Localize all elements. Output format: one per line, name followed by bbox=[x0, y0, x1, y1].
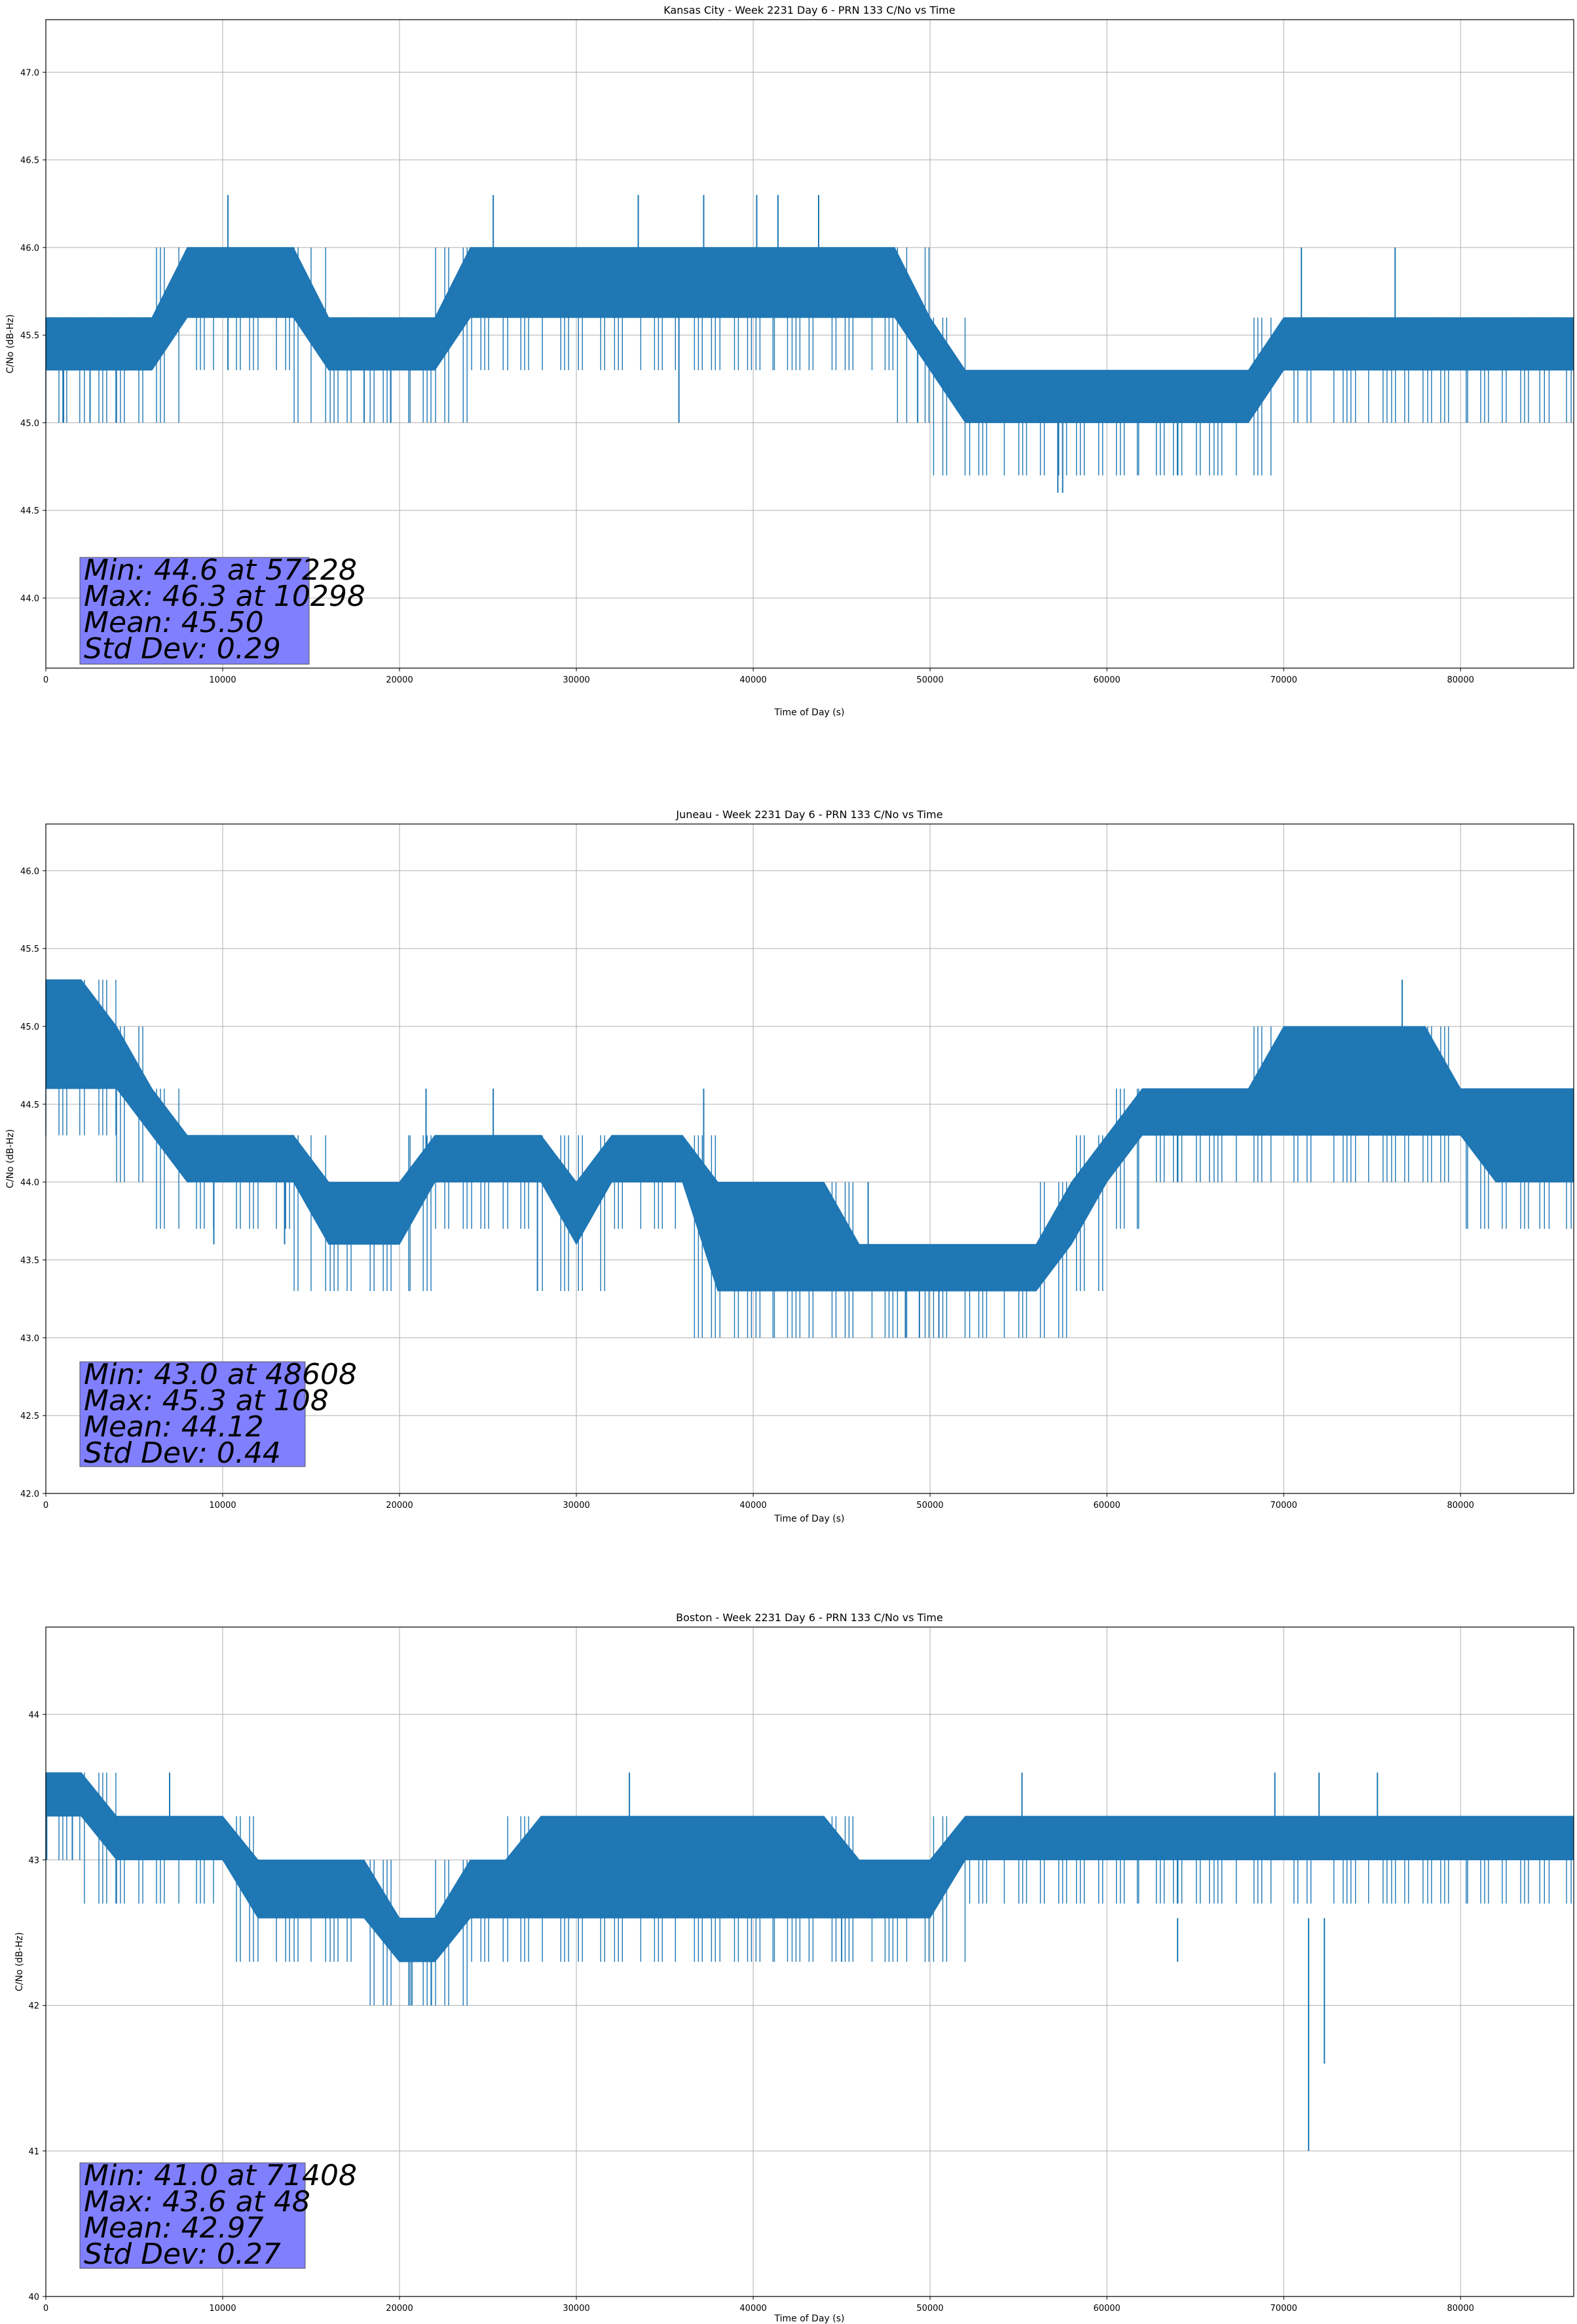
y-tick-label: 45.5 bbox=[20, 331, 39, 341]
chart-title: Boston - Week 2231 Day 6 - PRN 133 C/No … bbox=[676, 1611, 943, 1624]
x-tick-label: 50000 bbox=[916, 675, 943, 685]
axis-ticks: 0 10000 20000 30000 40000 50000 60000 70000 8000… bbox=[28, 1710, 1474, 2314]
x-tick-label: 40000 bbox=[739, 1501, 766, 1510]
y-axis-label: C/No (dB-Hz) bbox=[14, 1932, 25, 1991]
x-tick-label: 80000 bbox=[1447, 675, 1474, 685]
y-tick-label: 42 bbox=[28, 2002, 39, 2012]
stat-max: Max: 43.6 at 48 bbox=[84, 2185, 310, 2219]
stat-std-dev: Std Dev: 0.44 bbox=[84, 1436, 281, 1470]
chart-panel-boston: Boston - Week 2231 Day 6 - PRN 133 C/No … bbox=[14, 1611, 1574, 2324]
x-tick-label: 80000 bbox=[1447, 2304, 1474, 2314]
stat-max: Max: 45.3 at 108 bbox=[84, 1384, 329, 1417]
x-tick-label: 40000 bbox=[739, 675, 766, 685]
x-tick-label: 20000 bbox=[386, 2304, 413, 2314]
stat-mean: Mean: 44.12 bbox=[84, 1410, 264, 1444]
x-tick-label: 80000 bbox=[1447, 1501, 1474, 1510]
x-tick-label: 20000 bbox=[386, 675, 413, 685]
y-tick-label: 46.5 bbox=[20, 156, 39, 166]
stat-std-dev: Std Dev: 0.29 bbox=[84, 632, 281, 665]
y-tick-label: 42.5 bbox=[20, 1412, 39, 1421]
x-tick-label: 30000 bbox=[563, 1501, 589, 1510]
y-tick-label: 45.0 bbox=[20, 1022, 39, 1032]
stats-box-background bbox=[79, 2162, 306, 2269]
stats-box: Min: 41.0 at 71408 Max: 43.6 at 48 Mean:… bbox=[79, 2159, 357, 2271]
stats-box: Min: 43.0 at 48608 Max: 45.3 at 108 Mean… bbox=[79, 1358, 357, 1470]
data-series-cno bbox=[45, 1772, 1574, 2151]
plot-frame bbox=[45, 823, 1574, 1494]
stat-max: Max: 46.3 at 10298 bbox=[84, 580, 365, 613]
y-axis-label: C/No (dB-Hz) bbox=[5, 1129, 16, 1188]
stat-mean: Mean: 42.97 bbox=[84, 2211, 264, 2245]
x-tick-label: 10000 bbox=[209, 2304, 236, 2314]
x-tick-label: 30000 bbox=[563, 2304, 589, 2314]
chart-panel-kansas-city: Kansas City - Week 2231 Day 6 - PRN 133 … bbox=[5, 4, 1574, 718]
x-tick-label: 0 bbox=[43, 675, 48, 685]
y-tick-label: 47.0 bbox=[20, 68, 39, 78]
plot-frame bbox=[45, 19, 1574, 669]
plot-frame bbox=[45, 1626, 1574, 2297]
y-tick-label: 41 bbox=[28, 2147, 39, 2157]
y-tick-label: 43 bbox=[28, 1856, 39, 1865]
y-tick-label: 46.0 bbox=[20, 244, 39, 253]
x-tick-label: 60000 bbox=[1093, 2304, 1120, 2314]
x-axis-label: Time of Day (s) bbox=[774, 1514, 845, 1524]
x-tick-label: 0 bbox=[43, 1501, 48, 1510]
y-tick-label: 46.0 bbox=[20, 867, 39, 876]
stat-mean: Mean: 45.50 bbox=[84, 606, 264, 639]
chart-panel-juneau: Juneau - Week 2231 Day 6 - PRN 133 C/No … bbox=[5, 808, 1574, 1524]
y-tick-label: 44 bbox=[28, 1710, 39, 1720]
x-tick-label: 10000 bbox=[209, 1501, 236, 1510]
chart-title: Kansas City - Week 2231 Day 6 - PRN 133 … bbox=[663, 4, 955, 16]
stat-std-dev: Std Dev: 0.27 bbox=[84, 2238, 281, 2271]
x-tick-label: 60000 bbox=[1093, 675, 1120, 685]
y-tick-label: 45.0 bbox=[20, 419, 39, 428]
x-tick-label: 70000 bbox=[1270, 675, 1297, 685]
x-tick-label: 50000 bbox=[916, 2304, 943, 2314]
y-tick-label: 43.0 bbox=[20, 1334, 39, 1343]
x-tick-label: 50000 bbox=[916, 1501, 943, 1510]
y-tick-label: 45.5 bbox=[20, 945, 39, 954]
y-tick-label: 42.0 bbox=[20, 1490, 39, 1499]
stats-box: Min: 44.6 at 57228 Max: 46.3 at 10298 Me… bbox=[79, 553, 365, 665]
x-tick-label: 70000 bbox=[1270, 2304, 1297, 2314]
x-tick-label: 30000 bbox=[563, 675, 589, 685]
data-series-cno bbox=[45, 979, 1574, 1338]
stats-box-background bbox=[79, 557, 310, 665]
y-tick-label: 44.5 bbox=[20, 1100, 39, 1110]
axis-ticks: 0 10000 20000 30000 40000 50000 60000 70000 8000… bbox=[20, 867, 1474, 1510]
y-tick-label: 44.0 bbox=[20, 594, 39, 604]
y-tick-label: 40 bbox=[28, 2293, 39, 2302]
axis-ticks: 0 10000 20000 30000 40000 50000 60000 70000 8000… bbox=[20, 68, 1474, 685]
x-tick-label: 20000 bbox=[386, 1501, 413, 1510]
x-tick-label: 60000 bbox=[1093, 1501, 1120, 1510]
stat-min: Min: 41.0 at 71408 bbox=[84, 2159, 357, 2192]
stats-box-background bbox=[79, 1361, 306, 1467]
x-axis-label: Time of Day (s) bbox=[774, 2314, 845, 2324]
y-tick-label: 44.0 bbox=[20, 1178, 39, 1188]
x-axis-label: Time of Day (s) bbox=[774, 707, 845, 718]
y-axis-label: C/No (dB-Hz) bbox=[5, 314, 16, 373]
x-tick-label: 0 bbox=[43, 2304, 48, 2314]
y-tick-label: 44.5 bbox=[20, 506, 39, 516]
y-tick-label: 43.5 bbox=[20, 1256, 39, 1265]
x-tick-label: 70000 bbox=[1270, 1501, 1297, 1510]
chart-title: Juneau - Week 2231 Day 6 - PRN 133 C/No … bbox=[675, 808, 942, 821]
stat-min: Min: 43.0 at 48608 bbox=[84, 1358, 357, 1391]
x-tick-label: 10000 bbox=[209, 675, 236, 685]
x-tick-label: 40000 bbox=[739, 2304, 766, 2314]
stat-min: Min: 44.6 at 57228 bbox=[84, 553, 357, 587]
